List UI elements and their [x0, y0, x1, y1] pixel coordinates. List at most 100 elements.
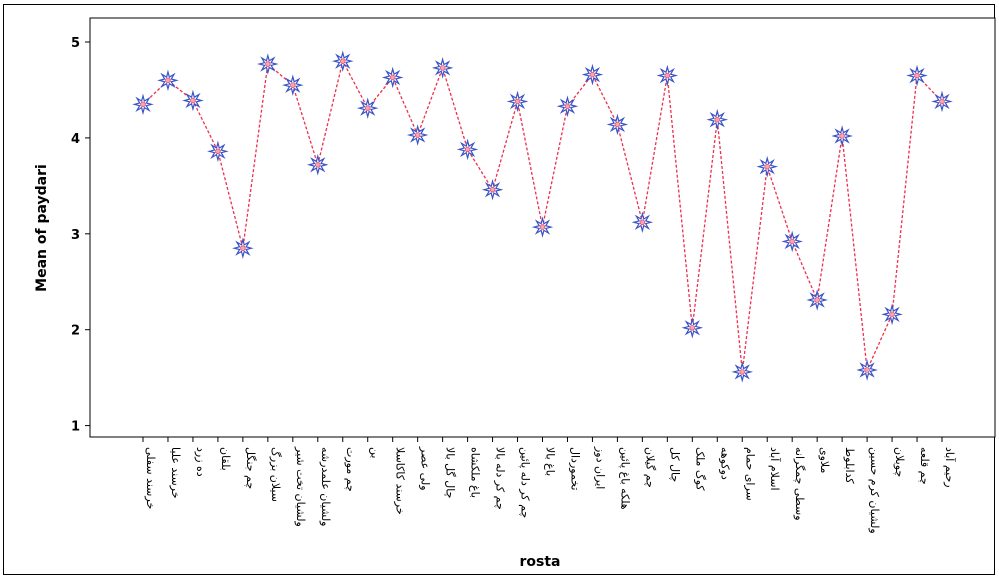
data-point [384, 69, 401, 86]
data-point [159, 72, 176, 89]
x-tick-label: ده زرد [194, 447, 207, 477]
x-tick-label: چم مورت [344, 447, 357, 492]
x-tick-label: ولشیان تخت شیر [294, 446, 307, 527]
point-center [790, 239, 795, 244]
point-center [365, 106, 370, 111]
x-tick-label: بن [369, 447, 382, 458]
y-axis-title: Mean of paydari [34, 164, 50, 292]
point-center [465, 147, 470, 152]
x-tick-label: اسلام آباد [768, 447, 782, 491]
point-center [440, 65, 445, 70]
point-center [390, 75, 395, 80]
point-center [166, 78, 171, 83]
point-center [890, 312, 895, 317]
data-point [784, 233, 801, 250]
x-tick-label: چم کر دله پائین [519, 447, 532, 518]
data-point [184, 92, 201, 109]
data-point [559, 98, 576, 115]
x-axis: خرسند سفلی خرسند علیا ده زرد بلقان چم جنگل سی… [143, 437, 957, 534]
x-tick-label: سرای حمام [743, 447, 756, 501]
data-point [534, 219, 551, 236]
data-point [259, 56, 276, 73]
x-tick-label: چم قلعه [918, 447, 931, 485]
point-center [141, 102, 146, 107]
point-center [540, 225, 545, 230]
point-center [865, 368, 870, 373]
data-point [659, 67, 676, 84]
point-center [265, 62, 270, 67]
point-center [715, 117, 720, 122]
x-tick-label: بلقان [219, 447, 232, 471]
x-tick-label: باغ ملکشاه [469, 447, 482, 498]
x-tick-label: وسطی چمگرانه [793, 447, 806, 521]
data-point [884, 306, 901, 323]
data-point [909, 67, 926, 84]
point-center [740, 369, 745, 374]
x-tick-label: ملاوی [818, 447, 831, 473]
x-tick-label: ولشیان علمدرشه [319, 447, 332, 527]
point-center [191, 98, 196, 103]
data-point [934, 93, 951, 110]
y-axis: 12345 [71, 36, 90, 435]
point-center [590, 72, 595, 77]
point-center [216, 149, 221, 154]
x-tick-label: چال گل بالا [444, 447, 457, 498]
point-center [665, 73, 670, 78]
data-point [684, 319, 701, 336]
point-center [840, 134, 845, 139]
point-center [615, 122, 620, 127]
x-tick-label: خرسند کاکاسلا [394, 447, 407, 515]
data-point [859, 361, 876, 378]
x-tick-label: چم جنگل [244, 447, 257, 489]
x-tick-label: کوگ ملک [693, 447, 706, 491]
data-point [309, 156, 326, 173]
point-center [515, 99, 520, 104]
data-point [759, 158, 776, 175]
data-point [135, 96, 152, 113]
data-point [809, 291, 826, 308]
x-tick-label: دوکوهه [718, 447, 731, 480]
point-center [565, 104, 570, 109]
data-point [634, 214, 651, 231]
point-center [765, 164, 770, 169]
data-point [709, 111, 726, 128]
x-tick-label: چوبلان [893, 447, 906, 477]
x-tick-label: باغ بالا [544, 447, 557, 476]
point-center [915, 73, 920, 78]
data-point [234, 240, 251, 257]
x-tick-label: رحیم آباد [943, 447, 957, 488]
point-center [640, 220, 645, 225]
data-point [734, 363, 751, 380]
x-tick-label: خرسند علیا [169, 447, 182, 499]
x-tick-label: سیلان بزرگ [269, 447, 282, 502]
data-point [334, 53, 351, 70]
data-point [609, 116, 626, 133]
y-tick-label: 2 [71, 324, 80, 339]
x-tick-label: ولشیان کرم حسین [868, 447, 881, 534]
data-point [509, 93, 526, 110]
x-tick-label: کدابلوط [843, 447, 856, 484]
data-point [359, 100, 376, 117]
x-axis-title: rosta [520, 554, 561, 570]
x-tick-label: چال کل [668, 447, 681, 482]
point-center [815, 298, 820, 303]
point-center [290, 83, 295, 88]
point-center [940, 99, 945, 104]
data-point [209, 143, 226, 160]
point-center [690, 325, 695, 330]
data-point [459, 141, 476, 158]
point-center [340, 59, 345, 64]
x-tick-label: خرسند سفلی [144, 447, 157, 509]
x-tick-label: چم گیلان [643, 447, 656, 488]
data-point [834, 127, 851, 144]
point-center [315, 162, 320, 167]
data-point [409, 127, 426, 144]
data-point [584, 66, 601, 83]
point-center [415, 133, 420, 138]
x-tick-label: ولی عصر [419, 446, 432, 491]
y-tick-label: 4 [71, 132, 80, 147]
y-tick-label: 3 [71, 228, 80, 243]
x-tick-label: ایران دوز [593, 446, 606, 489]
data-point [484, 181, 501, 198]
